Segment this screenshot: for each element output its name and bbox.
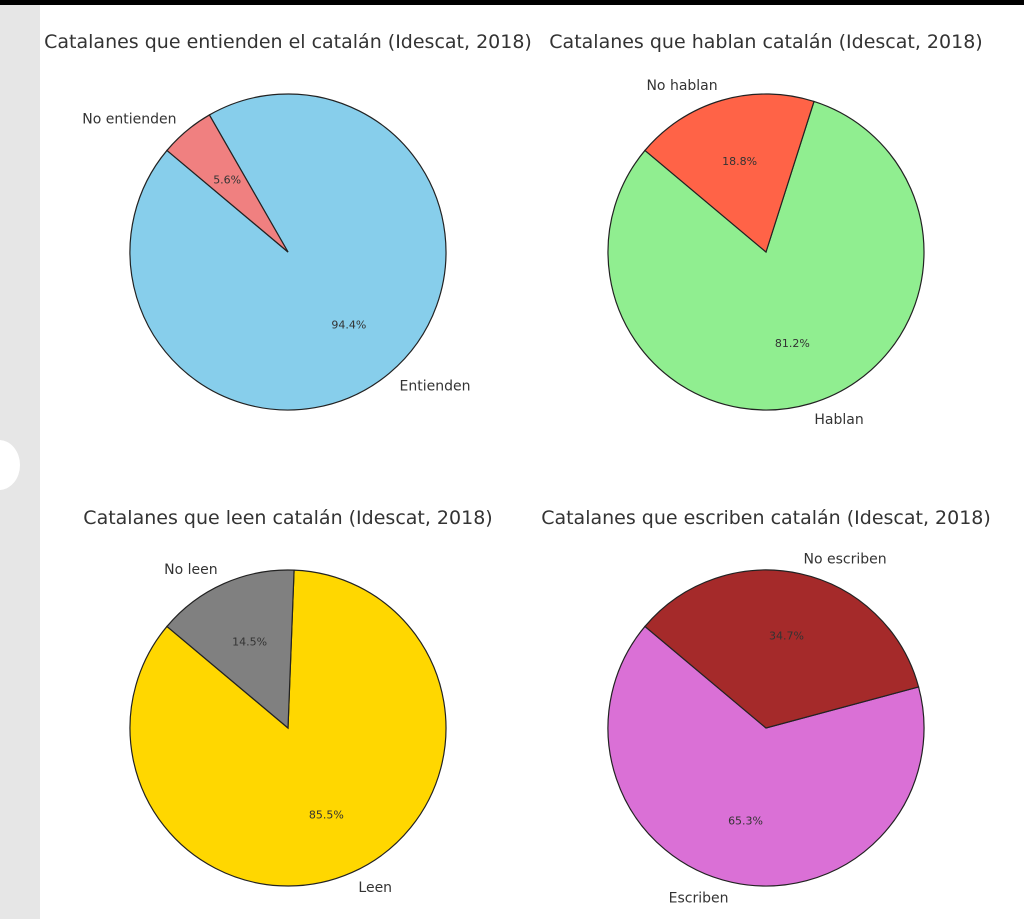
- slice-label: No leen: [164, 562, 217, 578]
- chart-title: Catalanes que entienden el catalán (Ides…: [44, 31, 532, 53]
- pie-chart-1: Catalanes que entienden el catalán (Ides…: [44, 31, 532, 411]
- slice-percent: 65.3%: [728, 815, 763, 828]
- top-bar: [0, 0, 1024, 5]
- pie-chart-3: Catalanes que leen catalán (Idescat, 201…: [83, 507, 492, 896]
- chart-title: Catalanes que leen catalán (Idescat, 201…: [83, 507, 492, 529]
- pie-slice-no-hablan: [644, 93, 815, 254]
- slice-label: No hablan: [646, 78, 717, 94]
- slice-label: Escriben: [669, 891, 729, 907]
- slice-percent: 14.5%: [232, 635, 267, 648]
- slice-percent: 5.6%: [213, 173, 241, 186]
- chart-title: Catalanes que hablan catalán (Idescat, 2…: [549, 31, 982, 53]
- slice-percent: 94.4%: [331, 319, 366, 332]
- slice-percent: 85.5%: [309, 809, 344, 822]
- slice-percent: 34.7%: [769, 629, 804, 642]
- slice-label: No entienden: [82, 112, 176, 128]
- slice-label: Entienden: [400, 378, 471, 394]
- side-handle[interactable]: [0, 440, 20, 490]
- pie-slice-no-leen: [166, 569, 295, 730]
- pie-slice-no-escriben: [644, 569, 920, 729]
- slice-label: Hablan: [814, 412, 863, 428]
- pie-chart-2: Catalanes que hablan catalán (Idescat, 2…: [549, 31, 982, 428]
- slice-percent: 81.2%: [775, 337, 810, 350]
- pie-slice-hablan: [607, 100, 925, 411]
- slice-percent: 18.8%: [722, 155, 757, 168]
- pie-chart-4: Catalanes que escriben catalán (Idescat,…: [541, 507, 991, 907]
- chart-title: Catalanes que escriben catalán (Idescat,…: [541, 507, 991, 529]
- pie-slice-no-entienden: [166, 114, 289, 253]
- slice-label: No escriben: [803, 551, 886, 567]
- slice-label: Leen: [358, 880, 392, 896]
- pie-slice-escriben: [607, 625, 925, 887]
